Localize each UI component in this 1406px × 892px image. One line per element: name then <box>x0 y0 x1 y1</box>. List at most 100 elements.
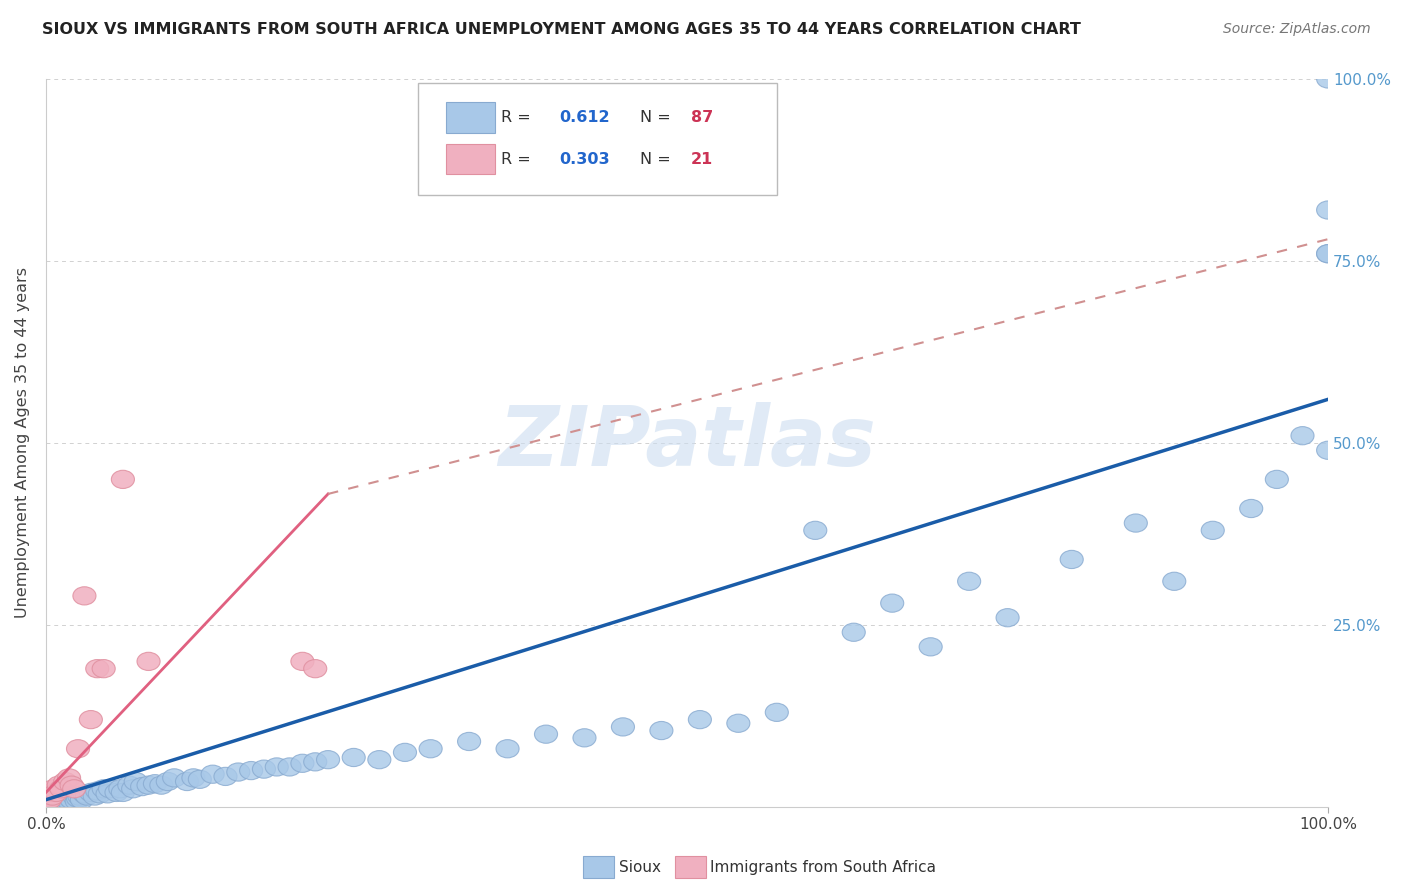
Ellipse shape <box>181 769 205 787</box>
Ellipse shape <box>880 594 904 612</box>
FancyBboxPatch shape <box>446 144 495 174</box>
Ellipse shape <box>291 652 314 671</box>
Text: N =: N = <box>640 152 675 167</box>
Ellipse shape <box>1240 500 1263 517</box>
Ellipse shape <box>1291 426 1315 445</box>
Ellipse shape <box>612 718 634 736</box>
Ellipse shape <box>266 758 288 776</box>
Ellipse shape <box>76 787 98 805</box>
Ellipse shape <box>496 739 519 758</box>
Ellipse shape <box>122 780 145 797</box>
Text: N =: N = <box>640 110 675 125</box>
Ellipse shape <box>304 753 326 771</box>
Ellipse shape <box>44 790 66 809</box>
Text: 21: 21 <box>690 152 713 167</box>
Ellipse shape <box>39 794 63 813</box>
Ellipse shape <box>86 782 108 800</box>
Ellipse shape <box>42 780 65 797</box>
Ellipse shape <box>108 780 132 797</box>
FancyBboxPatch shape <box>418 83 776 195</box>
Text: R =: R = <box>501 152 536 167</box>
Ellipse shape <box>98 780 122 797</box>
Ellipse shape <box>49 792 73 810</box>
Ellipse shape <box>60 790 83 809</box>
Ellipse shape <box>41 794 63 813</box>
Ellipse shape <box>650 722 673 739</box>
Ellipse shape <box>368 750 391 769</box>
Ellipse shape <box>111 470 135 489</box>
Ellipse shape <box>63 780 86 797</box>
Ellipse shape <box>37 790 60 809</box>
Ellipse shape <box>957 572 980 591</box>
Ellipse shape <box>304 659 326 678</box>
Ellipse shape <box>96 785 120 803</box>
Ellipse shape <box>1316 70 1340 88</box>
FancyBboxPatch shape <box>446 103 495 133</box>
Ellipse shape <box>63 787 86 805</box>
Ellipse shape <box>53 790 77 809</box>
Ellipse shape <box>1265 470 1288 489</box>
Ellipse shape <box>45 783 67 802</box>
Ellipse shape <box>118 776 141 794</box>
Ellipse shape <box>995 608 1019 627</box>
Ellipse shape <box>394 743 416 762</box>
Text: Sioux: Sioux <box>619 860 661 874</box>
Text: 87: 87 <box>690 110 713 125</box>
Ellipse shape <box>156 772 180 790</box>
Ellipse shape <box>176 772 198 790</box>
Ellipse shape <box>291 755 314 772</box>
Ellipse shape <box>572 729 596 747</box>
Ellipse shape <box>278 758 301 776</box>
Ellipse shape <box>1316 201 1340 219</box>
Ellipse shape <box>58 769 80 787</box>
Ellipse shape <box>111 783 135 802</box>
Ellipse shape <box>42 792 65 810</box>
Ellipse shape <box>93 659 115 678</box>
Ellipse shape <box>51 789 75 807</box>
Ellipse shape <box>49 794 72 813</box>
Ellipse shape <box>1316 244 1340 263</box>
Ellipse shape <box>89 785 111 803</box>
Ellipse shape <box>214 767 238 786</box>
Ellipse shape <box>93 780 115 797</box>
Ellipse shape <box>842 624 865 641</box>
Ellipse shape <box>419 739 441 758</box>
Ellipse shape <box>689 711 711 729</box>
Ellipse shape <box>1201 521 1225 540</box>
Ellipse shape <box>1125 514 1147 533</box>
Ellipse shape <box>136 652 160 671</box>
Y-axis label: Unemployment Among Ages 35 to 44 years: Unemployment Among Ages 35 to 44 years <box>15 268 30 618</box>
Ellipse shape <box>41 787 63 805</box>
Ellipse shape <box>37 794 60 813</box>
Ellipse shape <box>1316 442 1340 459</box>
Ellipse shape <box>765 703 789 722</box>
Ellipse shape <box>131 778 153 796</box>
Ellipse shape <box>70 790 93 809</box>
Ellipse shape <box>39 783 63 802</box>
Ellipse shape <box>239 762 263 780</box>
Ellipse shape <box>45 794 67 813</box>
Text: 0.612: 0.612 <box>558 110 609 125</box>
Ellipse shape <box>38 794 62 813</box>
Ellipse shape <box>86 659 108 678</box>
Ellipse shape <box>79 783 103 802</box>
Ellipse shape <box>48 790 70 809</box>
Ellipse shape <box>66 739 90 758</box>
Ellipse shape <box>143 774 166 793</box>
Ellipse shape <box>73 785 96 803</box>
Ellipse shape <box>49 780 73 797</box>
Ellipse shape <box>253 760 276 778</box>
Ellipse shape <box>65 792 89 810</box>
Ellipse shape <box>58 792 80 810</box>
Ellipse shape <box>163 769 186 787</box>
Ellipse shape <box>1316 244 1340 263</box>
Ellipse shape <box>83 787 107 805</box>
Text: Source: ZipAtlas.com: Source: ZipAtlas.com <box>1223 22 1371 37</box>
Ellipse shape <box>136 776 160 794</box>
Ellipse shape <box>920 638 942 656</box>
Ellipse shape <box>67 787 91 805</box>
Ellipse shape <box>342 748 366 766</box>
Ellipse shape <box>1163 572 1185 591</box>
Text: SIOUX VS IMMIGRANTS FROM SOUTH AFRICA UNEMPLOYMENT AMONG AGES 35 TO 44 YEARS COR: SIOUX VS IMMIGRANTS FROM SOUTH AFRICA UN… <box>42 22 1081 37</box>
Ellipse shape <box>316 750 340 769</box>
